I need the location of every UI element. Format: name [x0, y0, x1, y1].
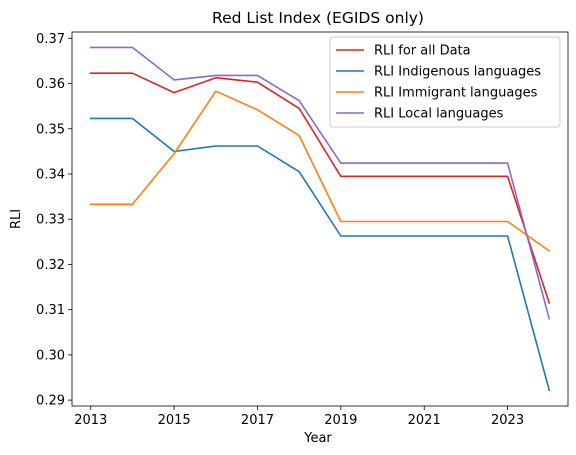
- x-tick-label: 2017: [241, 413, 274, 428]
- y-tick-label: 0.29: [36, 394, 65, 409]
- y-tick-label: 0.34: [36, 168, 65, 183]
- y-tick-label: 0.32: [36, 258, 65, 273]
- legend-label-2: RLI Indigenous languages: [374, 65, 541, 80]
- chart-title: Red List Index (EGIDS only): [212, 9, 424, 27]
- plot-frame: [71, 31, 569, 407]
- y-tick-label: 0.37: [36, 32, 65, 47]
- y-tick-label: 0.30: [36, 348, 65, 363]
- series-line-1: [90, 72, 551, 304]
- series-layer: [90, 46, 551, 392]
- x-tick-label: 2021: [408, 413, 441, 428]
- series-line-2: [90, 117, 551, 392]
- y-tick-label: 0.36: [36, 77, 65, 92]
- y-tick-label: 0.33: [36, 213, 65, 228]
- legend: RLI for all Data RLI Indigenous languages…: [329, 36, 561, 128]
- legend-box: [329, 36, 561, 128]
- legend-label-4: RLI Local languages: [374, 107, 504, 122]
- series-line-4: [90, 46, 551, 320]
- y-axis-label: RLI: [9, 209, 24, 229]
- x-tick-label: 2013: [74, 413, 107, 428]
- x-tick-label: 2019: [324, 413, 357, 428]
- x-tick-label: 2015: [158, 413, 191, 428]
- x-tick-label: 2023: [491, 413, 524, 428]
- legend-label-1: RLI for all Data: [374, 44, 471, 59]
- series-line-3: [90, 90, 551, 253]
- ticks-layer: 2013 2015 2017 2019 2021 2023 0.29 0.30 0.31 0.32…: [36, 32, 524, 428]
- x-axis-label: Year: [303, 431, 332, 446]
- legend-label-3: RLI Immigrant languages: [374, 86, 538, 101]
- y-tick-label: 0.35: [36, 122, 65, 137]
- y-tick-label: 0.31: [36, 303, 65, 318]
